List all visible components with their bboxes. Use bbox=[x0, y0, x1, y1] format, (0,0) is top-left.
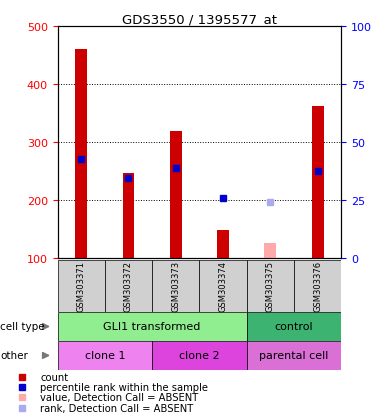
Bar bbox=[58, 313, 247, 341]
Text: value, Detection Call = ABSENT: value, Detection Call = ABSENT bbox=[40, 392, 198, 403]
Text: GSM303371: GSM303371 bbox=[77, 261, 86, 311]
Text: GSM303375: GSM303375 bbox=[266, 261, 275, 311]
Bar bbox=[152, 260, 200, 312]
Bar bbox=[247, 342, 341, 370]
Bar bbox=[75, 50, 87, 258]
Bar bbox=[265, 244, 276, 258]
Text: percentile rank within the sample: percentile rank within the sample bbox=[40, 382, 208, 392]
Bar bbox=[170, 132, 182, 258]
Bar bbox=[58, 260, 105, 312]
Bar bbox=[122, 174, 134, 258]
Text: GSM303374: GSM303374 bbox=[219, 261, 227, 311]
Bar bbox=[200, 260, 247, 312]
Text: other: other bbox=[0, 351, 28, 361]
Bar bbox=[294, 260, 341, 312]
Text: rank, Detection Call = ABSENT: rank, Detection Call = ABSENT bbox=[40, 403, 193, 413]
Bar bbox=[247, 260, 294, 312]
Title: GDS3550 / 1395577_at: GDS3550 / 1395577_at bbox=[122, 13, 277, 26]
Text: GSM303372: GSM303372 bbox=[124, 261, 133, 311]
Text: GSM303376: GSM303376 bbox=[313, 261, 322, 311]
Bar bbox=[312, 107, 324, 258]
Text: clone 1: clone 1 bbox=[85, 351, 125, 361]
Text: parental cell: parental cell bbox=[259, 351, 329, 361]
Bar bbox=[152, 342, 247, 370]
Text: clone 2: clone 2 bbox=[179, 351, 220, 361]
Bar bbox=[247, 313, 341, 341]
Text: cell type: cell type bbox=[0, 322, 45, 332]
Text: count: count bbox=[40, 372, 68, 382]
Text: GLI1 transformed: GLI1 transformed bbox=[104, 322, 201, 332]
Bar bbox=[217, 230, 229, 258]
Text: control: control bbox=[275, 322, 313, 332]
Bar bbox=[105, 260, 152, 312]
Text: GSM303373: GSM303373 bbox=[171, 261, 180, 311]
Bar bbox=[58, 342, 152, 370]
